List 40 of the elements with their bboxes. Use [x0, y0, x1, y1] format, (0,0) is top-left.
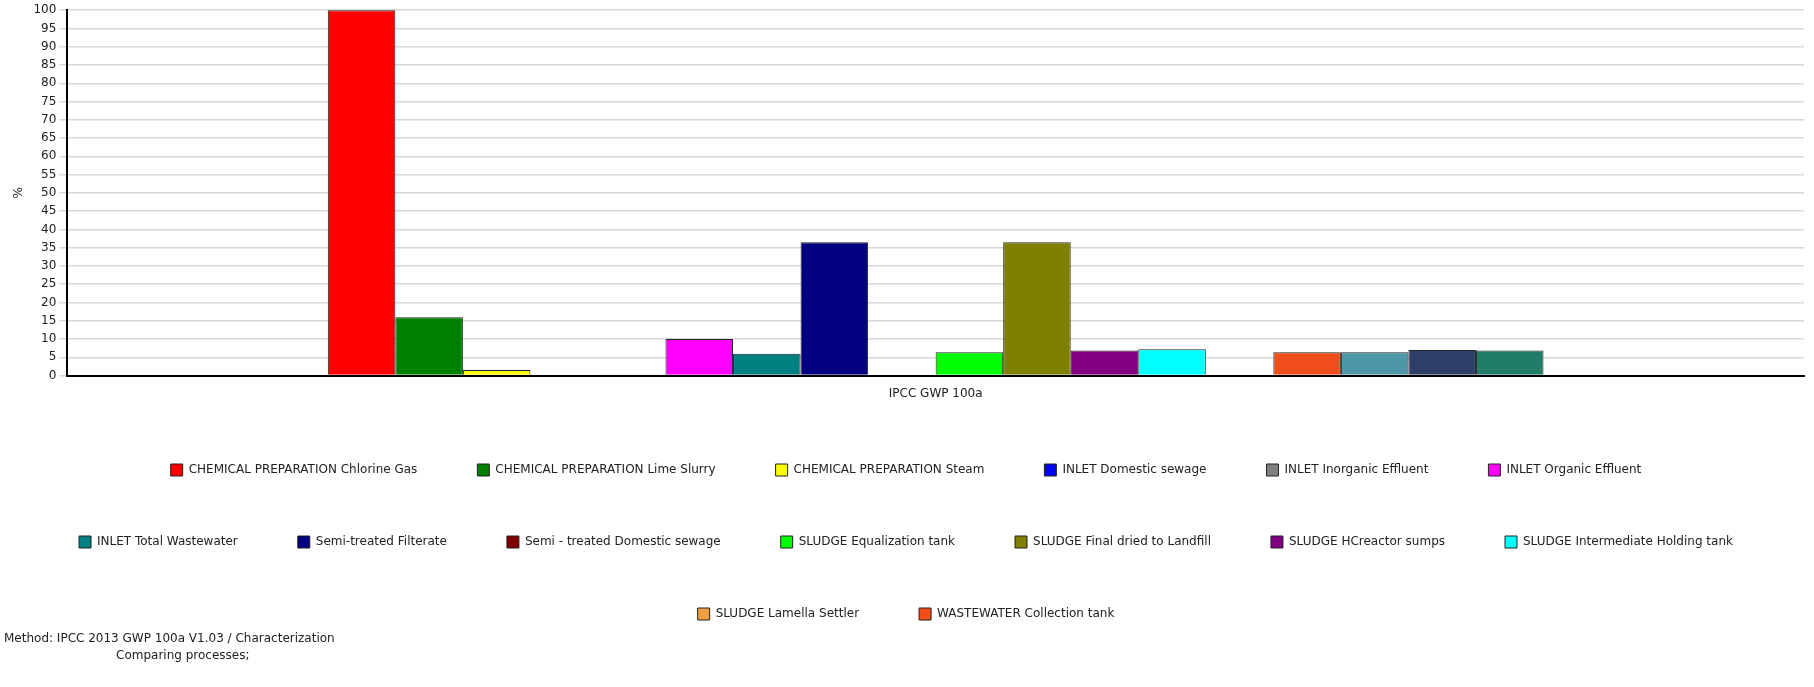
legend-label: SLUDGE Intermediate Holding tank	[1523, 534, 1734, 549]
y-tick-label: 95	[41, 20, 57, 35]
y-tick-label: 60	[41, 148, 57, 163]
y-tick-label: 80	[41, 75, 57, 90]
y-tick-label: 55	[41, 166, 57, 181]
y-tick-label: 25	[41, 276, 57, 291]
x-tick-label: IPCC GWP 100a	[888, 385, 983, 400]
legend-label: SLUDGE HCreactor sumps	[1288, 534, 1446, 549]
y-tick-label: 45	[41, 203, 57, 218]
y-tick-label: 5	[48, 349, 57, 364]
legend-label: WASTEWATER Collection tank	[937, 606, 1115, 621]
y-tick-label: 85	[41, 57, 57, 72]
legend-label: INLET Domestic sewage	[1062, 462, 1207, 477]
y-tick-label: 15	[41, 312, 57, 327]
y-tick-label: 10	[41, 331, 57, 346]
legend-label: INLET Organic Effluent	[1506, 462, 1642, 477]
y-tick-label: 35	[41, 239, 57, 254]
legend-label: CHEMICAL PREPARATION Steam	[793, 462, 985, 477]
legend-label: CHEMICAL PREPARATION Lime Slurry	[495, 462, 716, 477]
y-tick-label: 40	[41, 221, 57, 236]
y-tick-label: 70	[41, 111, 57, 126]
text: Method: IPCC 2013 GWP 100a V1.03 / Characterization	[4, 630, 336, 647]
y-axis-title: %	[11, 187, 26, 199]
legend-label: SLUDGE Equalization tank	[798, 534, 956, 549]
text: Comparing processes;	[116, 647, 251, 664]
legend-label: Semi - treated Domestic sewage	[524, 534, 721, 549]
legend-label: Semi-treated Filterate	[315, 534, 447, 549]
y-tick-label: 65	[41, 130, 57, 145]
y-tick-label: 30	[41, 258, 57, 273]
y-tick-label: 50	[41, 185, 57, 200]
y-tick-label: 100	[33, 2, 57, 17]
y-tick-label: 90	[41, 38, 57, 53]
legend-label: INLET Total Wastewater	[97, 534, 238, 549]
legend-label: SLUDGE Final dried to Landfill	[1033, 534, 1211, 549]
legend-label: CHEMICAL PREPARATION Chlorine Gas	[188, 462, 418, 477]
legend-label: INLET Inorganic Effluent	[1284, 462, 1429, 477]
y-tick-label: 20	[41, 294, 57, 309]
y-tick-label: 75	[41, 93, 57, 108]
legend-label: SLUDGE Lamella Settler	[715, 606, 860, 621]
y-tick-label: 0	[48, 367, 57, 382]
